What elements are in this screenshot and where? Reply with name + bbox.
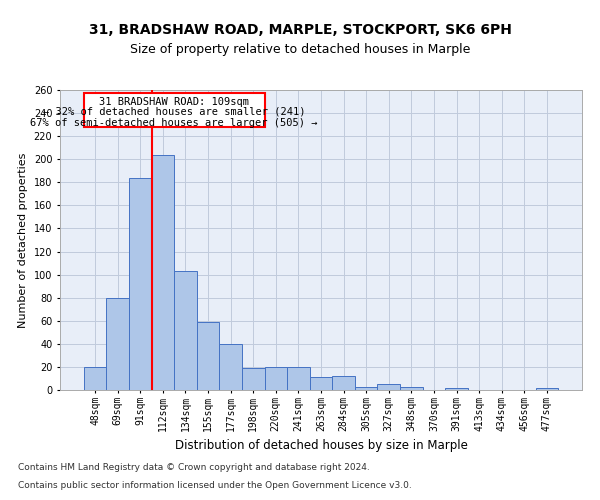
- Bar: [355, 386, 377, 390]
- Text: 31, BRADSHAW ROAD, MARPLE, STOCKPORT, SK6 6PH: 31, BRADSHAW ROAD, MARPLE, STOCKPORT, SK…: [89, 22, 511, 36]
- Bar: [197, 322, 220, 390]
- Text: Contains HM Land Registry data © Crown copyright and database right 2024.: Contains HM Land Registry data © Crown c…: [18, 464, 370, 472]
- Bar: [84, 94, 265, 127]
- Bar: [152, 154, 174, 390]
- Bar: [310, 378, 332, 390]
- Bar: [445, 388, 468, 390]
- Text: 67% of semi-detached houses are larger (505) →: 67% of semi-detached houses are larger (…: [31, 118, 318, 128]
- X-axis label: Distribution of detached houses by size in Marple: Distribution of detached houses by size …: [175, 439, 467, 452]
- Bar: [220, 344, 242, 390]
- Bar: [400, 386, 422, 390]
- Bar: [106, 298, 129, 390]
- Text: 31 BRADSHAW ROAD: 109sqm: 31 BRADSHAW ROAD: 109sqm: [99, 97, 249, 107]
- Bar: [242, 368, 265, 390]
- Y-axis label: Number of detached properties: Number of detached properties: [18, 152, 28, 328]
- Bar: [287, 367, 310, 390]
- Text: Contains public sector information licensed under the Open Government Licence v3: Contains public sector information licen…: [18, 481, 412, 490]
- Bar: [84, 367, 106, 390]
- Bar: [332, 376, 355, 390]
- Text: ← 32% of detached houses are smaller (241): ← 32% of detached houses are smaller (24…: [43, 107, 305, 117]
- Bar: [174, 271, 197, 390]
- Bar: [129, 178, 152, 390]
- Bar: [265, 367, 287, 390]
- Text: Size of property relative to detached houses in Marple: Size of property relative to detached ho…: [130, 42, 470, 56]
- Bar: [536, 388, 558, 390]
- Bar: [377, 384, 400, 390]
